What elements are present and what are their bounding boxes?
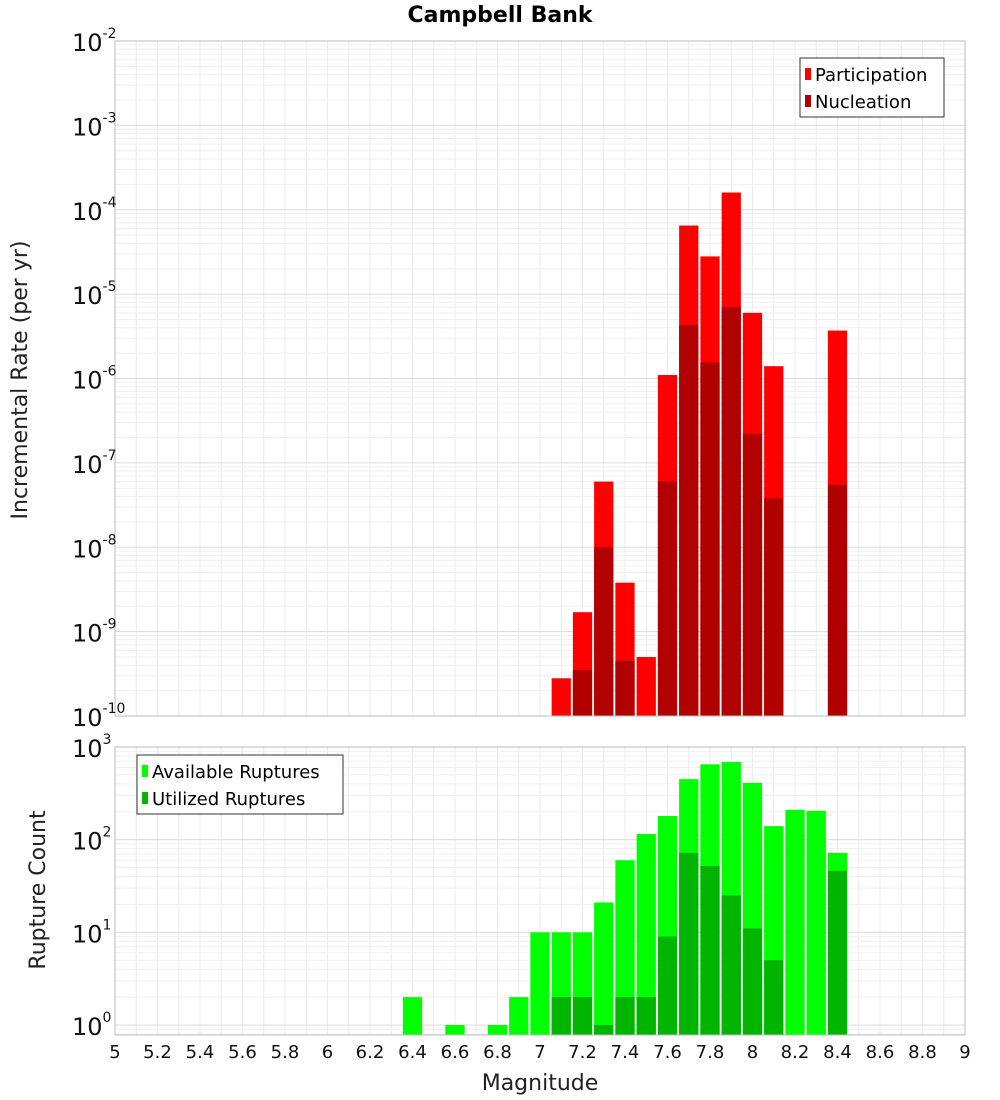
top-bar-participation xyxy=(551,678,571,716)
x-tick-label: 6.2 xyxy=(356,1042,385,1063)
bottom-y-tick-label: 101 xyxy=(72,917,111,948)
bottom-bar-available-ruptures xyxy=(509,997,529,1035)
bottom-y-tick-label: 103 xyxy=(72,732,111,763)
x-tick-label: 8 xyxy=(747,1042,758,1063)
bottom-y-tick-label: 102 xyxy=(72,825,111,856)
top-bar-nucleation xyxy=(764,498,784,716)
top-y-tick-label: 10-6 xyxy=(72,364,117,395)
bottom-plot-frame xyxy=(114,746,966,1036)
x-tick-label: 5.6 xyxy=(228,1042,257,1063)
top-y-axis-label: Incremental Rate (per yr) xyxy=(8,241,33,520)
x-tick-label: 8.4 xyxy=(823,1042,852,1063)
bottom-bar-utilized-ruptures xyxy=(827,870,848,1035)
x-tick-label: 7.4 xyxy=(611,1042,640,1063)
bottom-y-axis-label: Rupture Count xyxy=(26,810,51,970)
x-tick-label: 6.8 xyxy=(483,1042,512,1063)
bottom-panel-rupture-count: 103 102 101 100 Available Ruptures Utilized R… xyxy=(72,732,971,1063)
top-series-1 xyxy=(572,307,848,716)
top-bar-nucleation xyxy=(594,547,614,716)
top-y-tick-label: 10-7 xyxy=(72,448,117,479)
bottom-bar-utilized-ruptures xyxy=(721,895,741,1035)
x-tick-label: 5.8 xyxy=(271,1042,300,1063)
bottom-bar-available-ruptures xyxy=(445,1025,465,1035)
bottom-y-tick-label: 100 xyxy=(72,1010,111,1041)
top-legend: Participation Nucleation xyxy=(799,57,945,118)
top-legend-swatch xyxy=(805,95,811,107)
top-panel-participation-nucleation: 10-2 10-3 10-4 10-5 10-6 10-7 10-8 10-9 10-10 Par… xyxy=(72,26,966,732)
x-tick-label: 8.8 xyxy=(908,1042,937,1063)
bottom-bar-available-ruptures xyxy=(615,860,635,1035)
bottom-bar-available-ruptures xyxy=(636,834,656,1035)
x-tick-label: 7.2 xyxy=(568,1042,597,1063)
bottom-bar-available-ruptures xyxy=(487,1025,508,1035)
bottom-bar-available-ruptures xyxy=(402,997,423,1035)
x-tick-label: 5 xyxy=(109,1042,120,1063)
bottom-bar-utilized-ruptures xyxy=(742,928,763,1035)
x-tick-label: 6 xyxy=(322,1042,333,1063)
bottom-bar-available-ruptures xyxy=(806,810,826,1035)
top-bar-nucleation xyxy=(615,660,635,716)
x-tick-label: 7.6 xyxy=(653,1042,682,1063)
bottom-bar-utilized-ruptures xyxy=(700,865,720,1035)
top-y-tick-label: 10-10 xyxy=(72,701,125,732)
x-axis-label: Magnitude xyxy=(482,1071,599,1096)
top-bar-nucleation xyxy=(572,670,593,716)
x-tick-label: 8.6 xyxy=(866,1042,895,1063)
bottom-bar-utilized-ruptures xyxy=(679,852,699,1035)
x-tick-label: 5.4 xyxy=(186,1042,215,1063)
top-legend-box xyxy=(799,57,945,118)
top-legend-swatch xyxy=(805,68,811,80)
bottom-legend-swatch xyxy=(142,792,148,804)
x-tick-label: 6.6 xyxy=(441,1042,470,1063)
bottom-bar-available-ruptures xyxy=(785,809,805,1035)
top-legend-label: Nucleation xyxy=(815,92,911,113)
bottom-bar-available-ruptures xyxy=(530,932,550,1035)
top-bar-nucleation xyxy=(679,325,699,716)
x-tick-label: 7 xyxy=(534,1042,545,1063)
bottom-bar-utilized-ruptures xyxy=(764,960,784,1035)
bottom-bar-utilized-ruptures xyxy=(615,997,635,1035)
top-bar-nucleation xyxy=(721,307,741,716)
top-bar-nucleation xyxy=(700,362,720,716)
bottom-bar-available-ruptures xyxy=(594,902,614,1035)
bottom-bar-utilized-ruptures xyxy=(551,997,571,1035)
bottom-bar-utilized-ruptures xyxy=(657,936,678,1035)
top-y-tick-label: 10-2 xyxy=(72,26,117,57)
bottom-bar-utilized-ruptures xyxy=(572,997,593,1035)
top-bar-nucleation xyxy=(742,433,763,716)
bottom-series-1 xyxy=(551,852,848,1035)
x-tick-label: 5.2 xyxy=(143,1042,172,1063)
bottom-bar-utilized-ruptures xyxy=(636,997,656,1035)
top-bar-nucleation xyxy=(827,484,848,716)
chart-title: Campbell Bank xyxy=(408,3,594,28)
top-bar-nucleation xyxy=(657,481,678,716)
top-y-tick-label: 10-8 xyxy=(72,532,117,563)
bottom-legend-box xyxy=(136,754,344,815)
bottom-legend-swatch xyxy=(142,765,148,777)
bottom-bar-utilized-ruptures xyxy=(594,1025,614,1035)
x-tick-label: 7.8 xyxy=(696,1042,725,1063)
top-y-tick-label: 10-5 xyxy=(72,279,117,310)
top-y-tick-label: 10-3 xyxy=(72,110,117,141)
x-tick-label: 6.4 xyxy=(398,1042,427,1063)
x-tick-label: 8.2 xyxy=(781,1042,810,1063)
x-tick-label: 9 xyxy=(959,1042,970,1063)
top-y-tick-label: 10-9 xyxy=(72,617,117,648)
top-bar-participation xyxy=(636,657,656,716)
top-plot-frame xyxy=(114,40,966,717)
top-legend-label: Participation xyxy=(815,65,927,86)
top-y-tick-label: 10-4 xyxy=(72,195,117,226)
bottom-legend-label: Available Ruptures xyxy=(152,762,320,783)
bottom-legend-label: Utilized Ruptures xyxy=(152,789,305,810)
bottom-legend: Available Ruptures Utilized Ruptures xyxy=(136,754,344,815)
top-grid xyxy=(114,40,966,717)
